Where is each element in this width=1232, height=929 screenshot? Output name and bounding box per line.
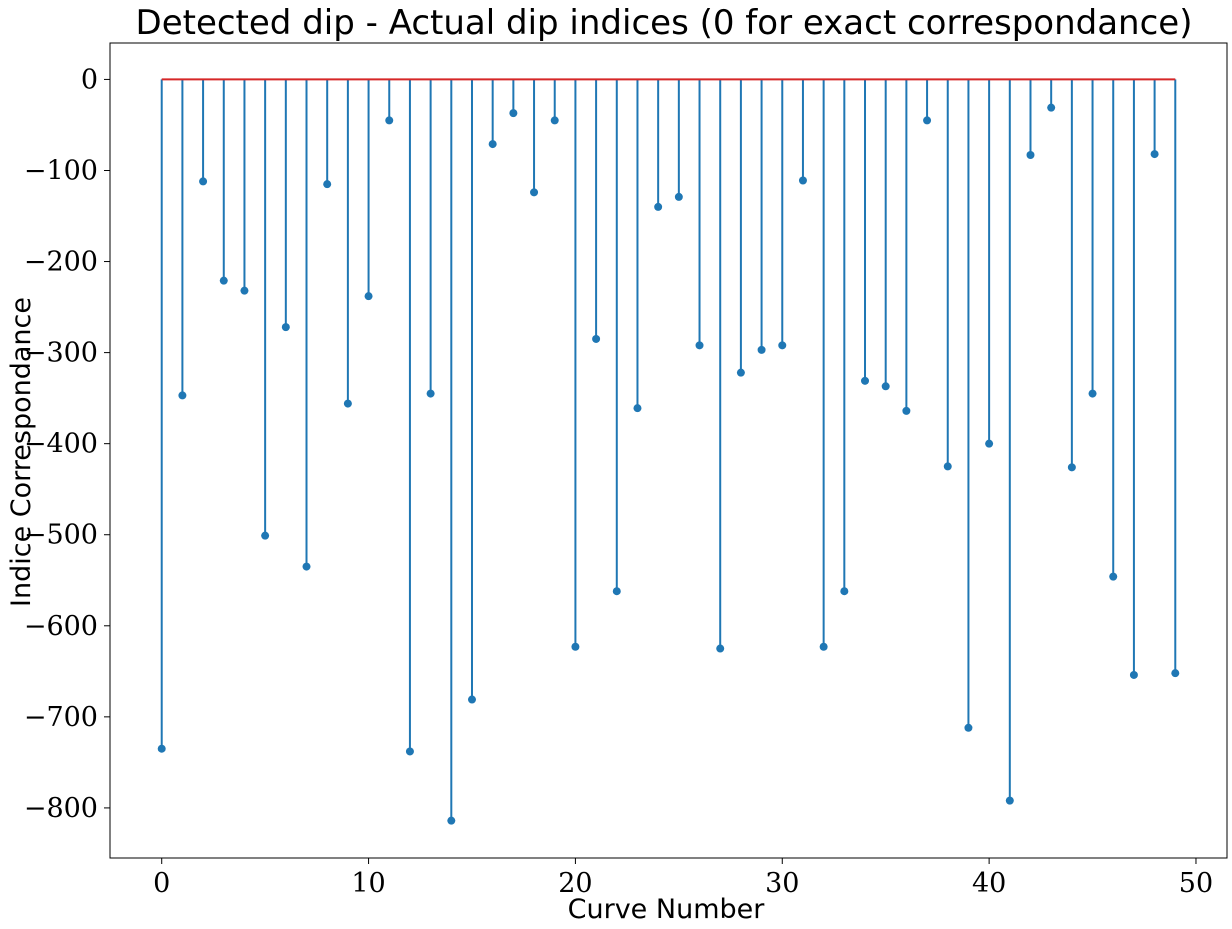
stem-marker	[964, 723, 973, 732]
stems-layer	[160, 79, 1177, 821]
y-axis-ticks: 0 −100 −200 −300 −400 −500 −600 −700 −800	[24, 64, 110, 824]
stem-marker	[778, 341, 787, 350]
y-tick-label: −300	[24, 338, 98, 369]
x-tick-label: 30	[765, 868, 799, 899]
x-tick-label: 50	[1179, 868, 1213, 899]
stem-marker	[488, 140, 497, 149]
stem-marker	[985, 439, 994, 448]
stem-marker	[405, 747, 414, 756]
y-tick-label: −700	[24, 702, 98, 733]
stem-marker	[550, 116, 559, 125]
stem-marker	[240, 286, 249, 295]
y-tick-label: −600	[24, 611, 98, 642]
stem-marker	[302, 562, 311, 571]
stem-marker	[281, 323, 290, 332]
stem-marker	[716, 644, 725, 653]
stem-marker	[798, 176, 807, 185]
stem-marker	[323, 180, 332, 189]
stem-marker	[612, 587, 621, 596]
stem-marker	[633, 404, 642, 413]
stem-marker	[861, 376, 870, 385]
stem-marker	[571, 642, 580, 651]
stem-marker	[1047, 103, 1056, 112]
stem-marker	[364, 292, 373, 301]
plot-area	[109, 42, 1228, 859]
y-tick-label: −100	[24, 155, 98, 186]
stem-marker	[1129, 670, 1138, 679]
y-tick-label: 0	[81, 64, 98, 95]
stem-marker	[343, 399, 352, 408]
stem-marker	[1150, 150, 1159, 159]
stem-marker	[530, 188, 539, 197]
stem-marker	[902, 406, 911, 415]
stem-marker	[261, 531, 270, 540]
y-tick-label: −500	[24, 520, 98, 551]
x-axis-label: Curve Number	[568, 894, 766, 925]
plot-frame	[109, 42, 1228, 859]
stem-marker	[819, 642, 828, 651]
stem-marker	[219, 276, 228, 285]
stem-marker	[1109, 572, 1118, 581]
x-axis-ticks: 0 10 20 30 40 50	[153, 858, 1213, 899]
stem-marker	[943, 462, 952, 471]
y-tick-label: −400	[24, 429, 98, 460]
x-tick-label: 10	[351, 868, 385, 899]
stem-marker	[199, 177, 208, 186]
x-tick-label: 40	[972, 868, 1006, 899]
stem-marker	[840, 587, 849, 596]
stem-marker	[178, 391, 187, 400]
stem-marker	[674, 192, 683, 201]
markers-layer	[157, 103, 1180, 825]
stem-marker	[1026, 151, 1035, 160]
stem-marker	[1067, 463, 1076, 472]
stem-marker	[447, 816, 456, 825]
x-tick-label: 20	[558, 868, 592, 899]
stem-marker	[695, 341, 704, 350]
y-axis-label: Indice Correspondance	[6, 297, 37, 607]
stem-marker	[467, 695, 476, 704]
stem-marker	[157, 744, 166, 753]
stem-marker	[881, 382, 890, 391]
stem-marker	[1088, 389, 1097, 398]
stem-marker	[654, 202, 663, 211]
x-tick-label: 0	[153, 868, 170, 899]
stem-marker	[592, 334, 601, 343]
stem-marker	[736, 368, 745, 377]
stem-marker	[757, 345, 766, 354]
stem-marker	[509, 109, 518, 118]
y-tick-label: −800	[24, 793, 98, 824]
stem-marker	[385, 116, 394, 125]
chart-title: Detected dip - Actual dip indices (0 for…	[136, 3, 1193, 43]
stem-marker	[426, 389, 435, 398]
y-tick-label: −200	[24, 247, 98, 278]
stem-marker	[1005, 796, 1014, 805]
stem-marker	[923, 116, 932, 125]
stem-marker	[1171, 669, 1180, 678]
